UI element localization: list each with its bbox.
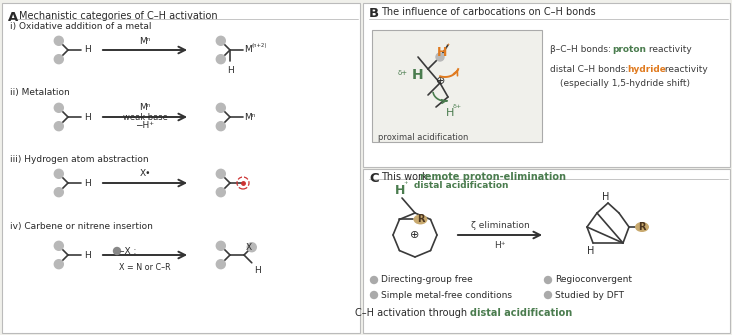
Text: distal C–H bonds:: distal C–H bonds: xyxy=(550,66,631,74)
Text: X: X xyxy=(246,243,252,252)
Text: distal acidification: distal acidification xyxy=(414,181,509,190)
Text: ζ elimination: ζ elimination xyxy=(471,220,529,229)
Circle shape xyxy=(247,243,256,252)
Text: δ+: δ+ xyxy=(452,105,462,110)
Bar xyxy=(372,30,542,142)
Text: R: R xyxy=(417,214,424,224)
Ellipse shape xyxy=(635,222,649,232)
Circle shape xyxy=(545,291,551,298)
Text: weak base: weak base xyxy=(122,113,168,122)
Text: reactivity: reactivity xyxy=(662,66,708,74)
Text: The influence of carbocations on C–H bonds: The influence of carbocations on C–H bon… xyxy=(381,7,596,17)
Text: β–C–H bonds:: β–C–H bonds: xyxy=(550,45,613,54)
Circle shape xyxy=(54,103,63,112)
Text: This work:: This work: xyxy=(381,172,434,182)
Text: H: H xyxy=(395,185,406,198)
Text: reactivity: reactivity xyxy=(646,45,692,54)
Text: Directing-group free: Directing-group free xyxy=(381,275,473,284)
Circle shape xyxy=(54,36,63,45)
Text: H: H xyxy=(227,66,234,75)
Text: H: H xyxy=(84,251,91,260)
Circle shape xyxy=(54,188,63,197)
Circle shape xyxy=(217,122,225,131)
Circle shape xyxy=(54,241,63,250)
Text: H: H xyxy=(412,68,424,82)
Text: ⁺: ⁺ xyxy=(404,181,408,190)
Text: C: C xyxy=(369,172,378,185)
Text: Mⁿ: Mⁿ xyxy=(244,113,255,122)
Text: H: H xyxy=(587,246,594,256)
Text: –X :: –X : xyxy=(120,247,136,256)
Text: δ+: δ+ xyxy=(398,70,408,76)
Ellipse shape xyxy=(414,214,427,224)
Text: H: H xyxy=(84,179,91,188)
Text: H: H xyxy=(446,108,454,118)
Text: iii) Hydrogen atom abstraction: iii) Hydrogen atom abstraction xyxy=(10,155,149,164)
Text: proton: proton xyxy=(612,45,646,54)
Text: H: H xyxy=(254,266,261,275)
Circle shape xyxy=(370,276,378,283)
Circle shape xyxy=(54,122,63,131)
Text: R: R xyxy=(638,222,646,232)
Bar xyxy=(363,3,730,167)
Text: H⁺: H⁺ xyxy=(494,241,506,250)
Text: Regioconvergent: Regioconvergent xyxy=(555,275,632,284)
Text: proximal acidification: proximal acidification xyxy=(378,134,468,142)
Text: Mⁿ: Mⁿ xyxy=(139,38,151,47)
Bar xyxy=(2,3,360,333)
Text: X = N or C–R: X = N or C–R xyxy=(119,263,171,271)
Circle shape xyxy=(545,276,551,283)
Text: hydride: hydride xyxy=(627,66,666,74)
Text: remote proton-elimination: remote proton-elimination xyxy=(420,172,566,182)
Text: C–H activation through: C–H activation through xyxy=(355,308,470,318)
Text: Studied by DFT: Studied by DFT xyxy=(555,290,624,299)
Text: (n+2): (n+2) xyxy=(251,44,266,49)
Text: i) Oxidative addition of a metal: i) Oxidative addition of a metal xyxy=(10,22,152,31)
Circle shape xyxy=(436,53,444,61)
Text: H: H xyxy=(84,113,91,122)
Bar xyxy=(363,169,730,333)
Text: Simple metal-free conditions: Simple metal-free conditions xyxy=(381,290,512,299)
Text: A: A xyxy=(8,11,18,24)
Text: H: H xyxy=(437,47,447,60)
Text: −H⁺: −H⁺ xyxy=(135,122,154,131)
Text: distal acidification: distal acidification xyxy=(470,308,572,318)
Circle shape xyxy=(217,36,225,45)
Text: Mechanistic categories of C–H activation: Mechanistic categories of C–H activation xyxy=(19,11,217,21)
Circle shape xyxy=(54,169,63,178)
Circle shape xyxy=(113,248,121,255)
Circle shape xyxy=(217,55,225,64)
Text: ⊕: ⊕ xyxy=(436,76,446,86)
Circle shape xyxy=(54,55,63,64)
Text: ⊕: ⊕ xyxy=(411,230,419,240)
Circle shape xyxy=(217,103,225,112)
Text: B: B xyxy=(369,7,379,20)
Circle shape xyxy=(217,241,225,250)
Text: ⁺: ⁺ xyxy=(446,43,450,52)
Text: (especially 1,5-hydride shift): (especially 1,5-hydride shift) xyxy=(560,78,690,87)
Text: H: H xyxy=(602,192,610,202)
Text: ii) Metalation: ii) Metalation xyxy=(10,88,70,97)
Text: H: H xyxy=(84,46,91,55)
Text: iv) Carbene or nitrene insertion: iv) Carbene or nitrene insertion xyxy=(10,222,153,231)
Text: X•: X• xyxy=(139,170,151,179)
Text: Mⁿ: Mⁿ xyxy=(139,104,151,113)
Text: M: M xyxy=(244,46,252,55)
Circle shape xyxy=(370,291,378,298)
Circle shape xyxy=(217,188,225,197)
Circle shape xyxy=(54,260,63,269)
Circle shape xyxy=(217,260,225,269)
Circle shape xyxy=(217,169,225,178)
